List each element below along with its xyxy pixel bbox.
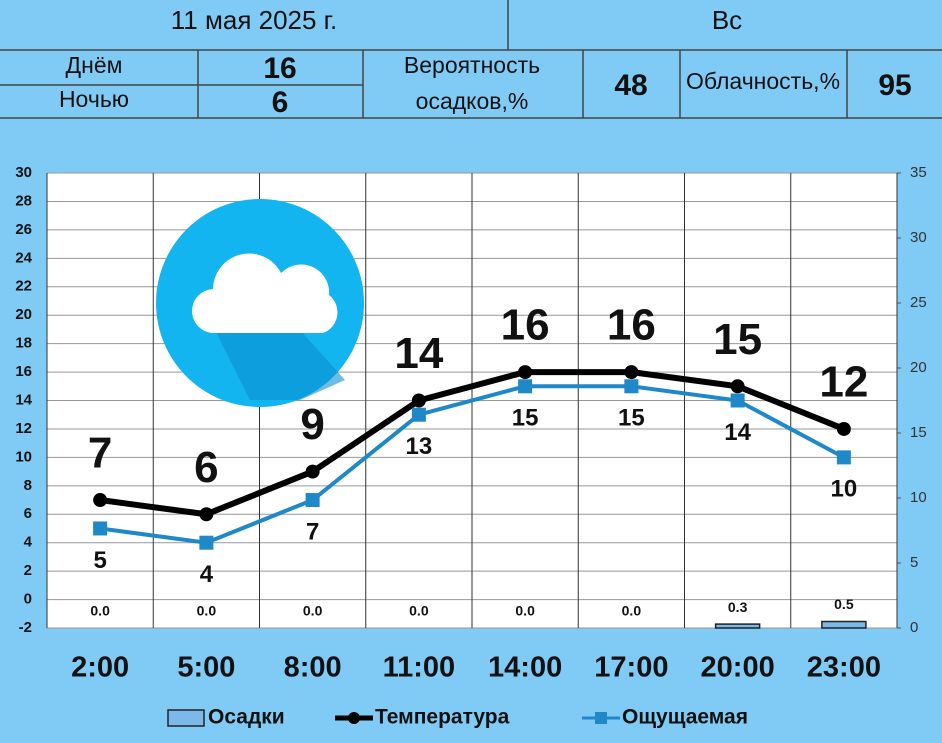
feel-label: 7 [306,518,319,545]
legend-label: Ощущаемая [622,706,748,729]
y-tick-label: 26 [15,221,32,238]
weekday: Вс [712,5,742,35]
header-grid [0,0,942,119]
x-tick-label: 2:00 [71,652,129,684]
precip-label: 0.3 [728,599,748,615]
precip-prob-label: осадков,% [416,88,529,114]
precip-label: 0.5 [834,596,854,612]
precip-label: 0.0 [409,603,429,619]
day-value: 16 [263,52,296,85]
point [305,464,320,479]
temp-label: 9 [300,400,324,449]
cloud-value: 95 [878,69,911,102]
y2-tick-label: 20 [910,359,927,376]
feel-label: 13 [406,433,433,460]
point [518,379,533,394]
point [624,379,639,394]
point [836,421,851,436]
y-tick-label: 24 [15,249,32,266]
precip-label: 0.0 [197,603,217,619]
feel-label: 15 [512,405,539,432]
precip-prob-label: Вероятность [404,52,540,78]
point [836,450,851,465]
x-tick-label: 17:00 [594,652,668,684]
x-tick-label: 5:00 [177,652,235,684]
precip-label: 0.0 [622,603,642,619]
legend-label: Температура [375,706,510,729]
precip-prob: 48 [614,69,647,102]
x-tick-label: 14:00 [488,652,562,684]
y-tick-label: 16 [15,363,32,380]
precip-label: 0.0 [515,603,535,619]
point [411,407,426,422]
y-tick-label: 0 [24,591,32,608]
legend-icon [348,712,360,724]
point [93,493,108,508]
y-tick-label: 2 [24,562,32,579]
y2-tick-label: 25 [910,294,927,311]
y2-tick-label: 15 [910,424,927,441]
legend-label: Осадки [208,706,285,729]
temp-label: 14 [394,329,443,378]
temp-label: 16 [607,301,656,350]
y-tick-label: -2 [19,619,32,636]
feel-label: 10 [831,476,858,503]
y2-tick-label: 10 [910,489,927,506]
y2-tick-label: 5 [910,554,918,571]
point [93,521,108,536]
feel-label: 15 [618,405,645,432]
y-tick-label: 4 [24,534,33,551]
temp-label: 7 [88,429,112,478]
weather-icon [156,199,364,407]
date: 11 мая 2025 г. [171,5,337,35]
point [199,535,214,550]
precip-label: 0.0 [90,603,110,619]
temp-label: 16 [501,301,550,350]
precip-bar [821,620,867,629]
legend-icon [167,709,205,727]
point [305,493,320,508]
y-tick-label: 22 [15,278,32,295]
feel-label: 5 [93,547,106,574]
y-tick-label: 20 [15,306,32,323]
y-tick-label: 10 [15,448,32,465]
line-series [99,369,845,518]
y-tick-label: 14 [15,391,32,408]
precip-label: 0.0 [303,603,323,619]
x-tick-label: 23:00 [807,652,881,684]
y2-tick-label: 35 [910,164,927,181]
y2-tick-label: 30 [910,229,927,246]
y-tick-label: 18 [15,335,32,352]
line-series [99,384,845,545]
day-label: Днём [66,52,123,78]
feel-label: 14 [724,419,751,446]
point [730,379,745,394]
y-tick-label: 8 [24,477,32,494]
night-value: 6 [272,86,289,119]
point [624,365,639,380]
y-tick-label: 6 [24,505,32,522]
y-tick-label: 12 [15,420,32,437]
legend-icon [595,712,607,724]
point [730,393,745,408]
temp-label: 6 [194,443,218,492]
y-tick-label: 30 [15,164,32,181]
temp-label: 15 [713,315,762,364]
x-tick-label: 20:00 [701,652,775,684]
point [411,393,426,408]
y-tick-label: 28 [15,192,32,209]
feel-label: 4 [200,561,214,588]
x-tick-label: 11:00 [383,652,456,684]
temp-label: 12 [819,358,868,407]
x-tick-label: 8:00 [284,652,342,684]
precip-bar [714,623,761,629]
y2-tick-label: 0 [910,619,918,636]
cloud-label: Облачность,% [686,68,840,94]
point [199,507,214,522]
night-label: Ночью [59,86,129,112]
point [518,365,533,380]
